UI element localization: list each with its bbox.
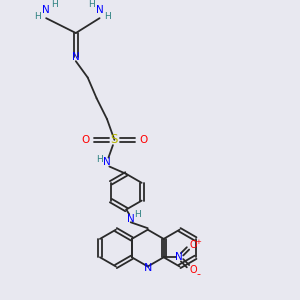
Text: H: H — [34, 12, 41, 21]
Text: N: N — [72, 52, 80, 62]
Text: H: H — [104, 12, 111, 21]
Text: O: O — [82, 135, 90, 145]
Text: O: O — [190, 265, 197, 275]
Text: O: O — [139, 135, 147, 145]
Text: H: H — [96, 154, 103, 164]
Text: -: - — [196, 269, 200, 279]
Text: H: H — [88, 0, 94, 9]
Text: N: N — [42, 5, 50, 15]
Text: N: N — [96, 5, 104, 15]
Text: N: N — [103, 157, 111, 167]
Text: S: S — [111, 133, 118, 146]
Text: +: + — [195, 238, 201, 244]
Text: N: N — [127, 214, 135, 224]
Text: H: H — [134, 210, 141, 219]
Text: N: N — [144, 263, 152, 273]
Text: N: N — [175, 252, 183, 262]
Text: H: H — [51, 0, 58, 9]
Text: O: O — [190, 239, 197, 250]
